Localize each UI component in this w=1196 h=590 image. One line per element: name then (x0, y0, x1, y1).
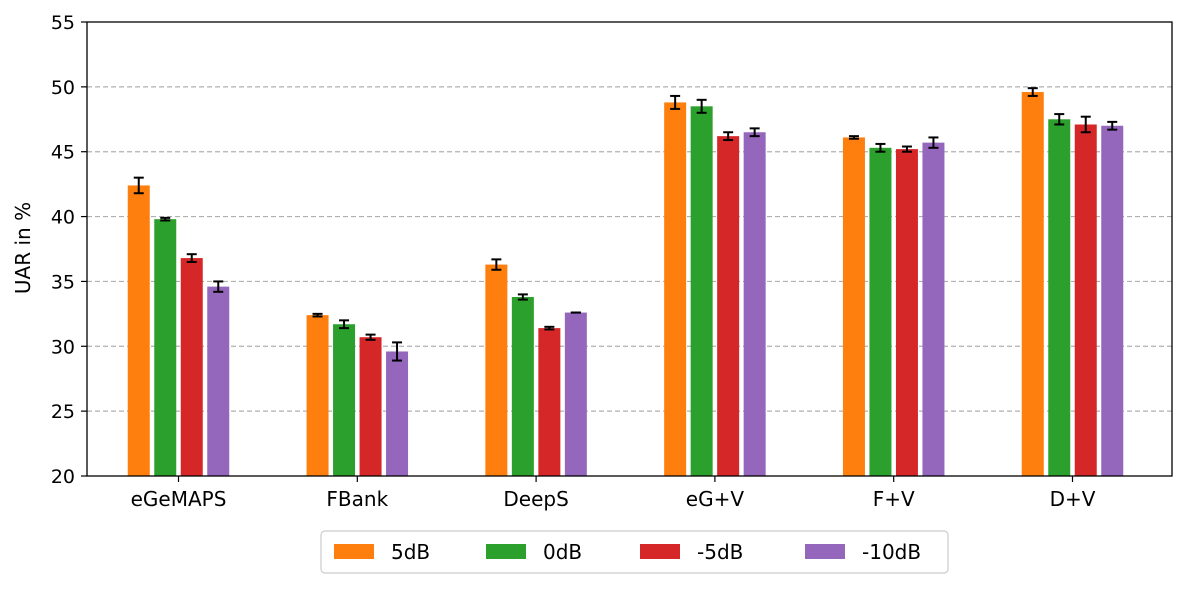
y-axis-label: UAR in % (11, 202, 35, 294)
legend-box (320, 530, 949, 574)
error-bar (339, 319, 350, 330)
error-bar (901, 145, 912, 153)
legend-swatch (486, 544, 526, 559)
bar (180, 258, 203, 476)
error-bar (312, 312, 323, 318)
bar (386, 351, 409, 476)
bar (207, 286, 230, 476)
bar (1048, 119, 1071, 477)
bar (664, 102, 687, 477)
error-bar (1080, 115, 1091, 134)
x-tick-label: D+V (1050, 487, 1096, 511)
bar (564, 312, 587, 476)
y-tick-label: 25 (51, 401, 75, 423)
legend-item: -5dB (640, 540, 743, 564)
bar (922, 142, 945, 477)
error-bar (1107, 120, 1118, 131)
bar (154, 219, 177, 476)
error-bar (749, 127, 760, 138)
error-bar (875, 142, 886, 153)
legend-item: -10dB (805, 540, 921, 564)
error-bar (696, 98, 707, 114)
legend-label: 5dB (391, 540, 430, 564)
y-tick-label: 45 (51, 142, 75, 164)
legend-item: 0dB (486, 540, 582, 564)
legend-label: -5dB (697, 540, 743, 564)
error-bar (848, 135, 859, 140)
bar (869, 147, 892, 476)
error-bar (1054, 113, 1065, 126)
error-bar (723, 131, 734, 142)
error-bar (517, 293, 528, 301)
error-bar (365, 333, 376, 341)
legend-label: 0dB (543, 540, 582, 564)
bar (511, 296, 534, 476)
legend-item: 5dB (334, 540, 430, 564)
x-tick-label: eGeMAPS (131, 487, 227, 511)
error-bar (392, 341, 403, 362)
y-tick-label: 30 (51, 336, 75, 358)
error-bar (213, 280, 224, 293)
legend-swatch (640, 544, 680, 559)
y-tick-label: 35 (51, 271, 75, 293)
legend-swatch (334, 544, 374, 559)
bar (690, 106, 713, 477)
bar (743, 132, 766, 476)
bar (333, 324, 356, 476)
y-tick-label: 50 (51, 77, 75, 99)
bar (359, 337, 382, 476)
y-axis-ticks: 20 25 30 35 40 45 50 55 (51, 12, 87, 488)
plot-area-frame (86, 21, 1173, 477)
grid-lines (87, 86, 1172, 412)
bar (1074, 124, 1097, 476)
y-tick-label: 20 (51, 466, 75, 488)
error-bar (670, 94, 681, 110)
bar (1101, 125, 1124, 477)
x-tick-label: FBank (326, 487, 388, 511)
error-bar (928, 136, 939, 149)
bar (485, 264, 508, 476)
bar (127, 185, 150, 476)
error-bar (160, 216, 171, 222)
x-tick-label: eG+V (686, 487, 745, 511)
bar (306, 315, 329, 476)
error-bar (186, 253, 197, 263)
error-bar (1027, 87, 1038, 97)
error-bar (544, 325, 555, 331)
bar (842, 137, 865, 476)
legend-swatch (805, 544, 845, 559)
y-tick-label: 40 (51, 207, 75, 229)
x-axis-ticks: eGeMAPS FBank DeepS eG+V F+V D+V (131, 476, 1096, 511)
error-bar (133, 176, 144, 195)
legend: 5dB 0dB -5dB -10dB (320, 530, 949, 574)
x-tick-label: DeepS (503, 487, 568, 511)
bars (127, 92, 1124, 477)
y-tick-label: 55 (51, 12, 75, 34)
bar (538, 328, 561, 476)
x-tick-label: F+V (873, 487, 915, 511)
error-bar (491, 258, 502, 271)
legend-label: -10dB (862, 540, 921, 564)
bar (717, 136, 740, 477)
bar (1021, 92, 1044, 476)
error-bars (133, 87, 1118, 362)
bar (895, 149, 918, 476)
